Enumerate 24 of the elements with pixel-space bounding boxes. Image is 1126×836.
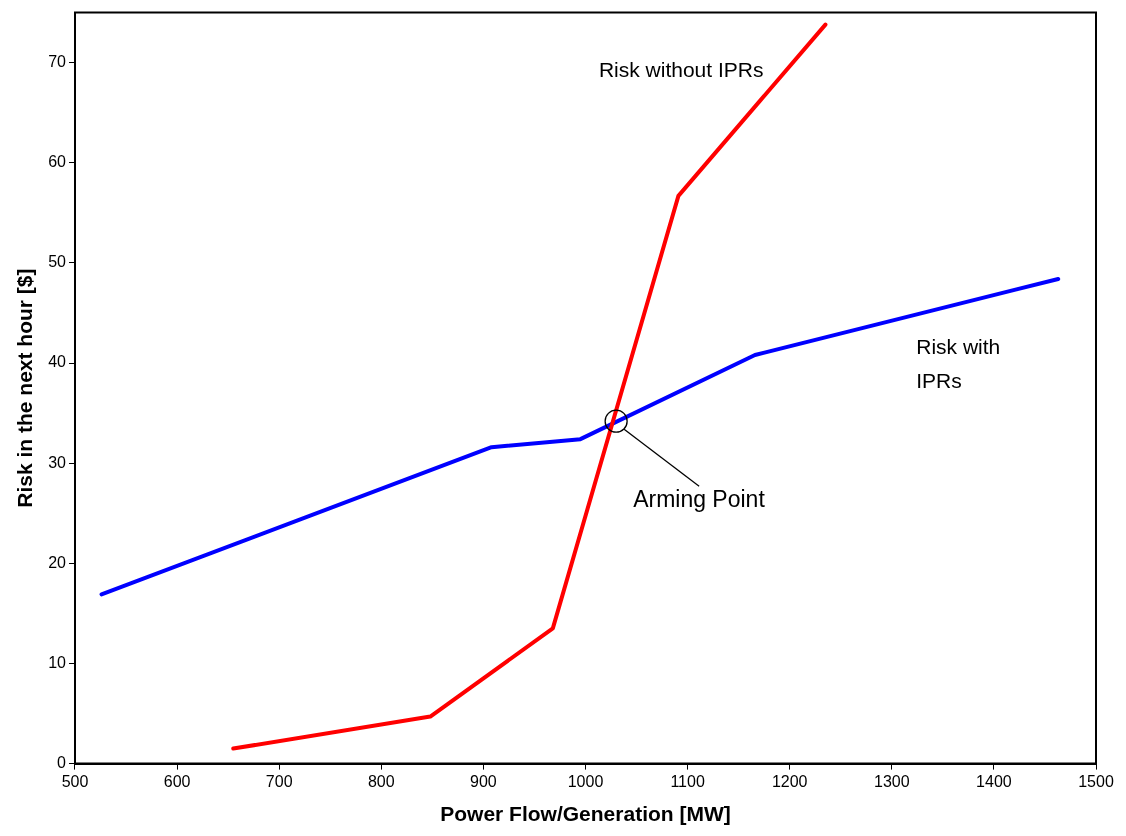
y-tick-label: 0 bbox=[57, 754, 67, 772]
x-tick-label: 1000 bbox=[567, 772, 604, 790]
x-tick-label: 600 bbox=[163, 772, 191, 790]
x-tick-label: 1400 bbox=[976, 772, 1012, 790]
x-tick-label: 700 bbox=[265, 772, 293, 790]
x-tick-label: 1300 bbox=[874, 772, 910, 790]
series-label: Risk without IPRs bbox=[598, 58, 764, 82]
annotation: Arming Point bbox=[633, 486, 766, 513]
x-tick-label: 1200 bbox=[771, 772, 808, 790]
y-tick-label: 50 bbox=[48, 253, 67, 271]
x-tick-label: 900 bbox=[470, 772, 497, 790]
y-tick-label: 10 bbox=[48, 653, 67, 671]
y-tick-label: 40 bbox=[48, 353, 67, 371]
y-tick-label: 70 bbox=[48, 53, 67, 71]
y-axis-title: Risk in the next hour [$] bbox=[13, 268, 37, 508]
y-tick-label: 20 bbox=[48, 553, 67, 571]
y-tick-label: 30 bbox=[48, 453, 67, 471]
x-tick-label: 1500 bbox=[1078, 772, 1114, 790]
x-tick-label: 800 bbox=[367, 772, 395, 790]
x-axis-title: Power Flow/Generation [MW] bbox=[440, 802, 731, 826]
series-label: Risk with IPRs bbox=[916, 334, 1001, 392]
x-tick-label: 500 bbox=[61, 772, 89, 790]
x-tick-label: 1100 bbox=[670, 772, 705, 790]
y-tick-label: 60 bbox=[48, 153, 67, 171]
